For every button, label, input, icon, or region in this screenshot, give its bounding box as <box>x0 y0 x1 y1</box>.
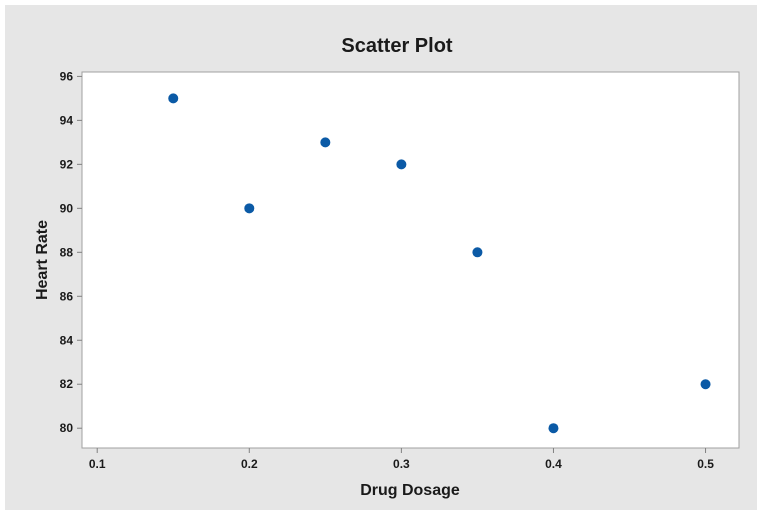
data-point <box>396 159 407 170</box>
data-point <box>472 247 483 258</box>
y-tick-label: 86 <box>60 289 74 303</box>
y-tick-label: 88 <box>60 245 74 259</box>
y-tick-label: 90 <box>60 201 74 215</box>
y-axis-title: Heart Rate <box>34 220 51 300</box>
chart-title: Scatter Plot <box>341 35 452 57</box>
x-tick-label: 0.5 <box>697 457 714 471</box>
y-tick-label: 94 <box>60 113 74 127</box>
data-point <box>320 137 331 148</box>
y-axis: 80 82 84 86 88 90 92 94 96 <box>60 69 82 435</box>
data-point <box>168 93 179 104</box>
x-tick-label: 0.4 <box>545 457 562 471</box>
data-point <box>244 203 255 214</box>
data-points <box>168 93 711 434</box>
data-point <box>548 423 559 434</box>
x-tick-label: 0.1 <box>89 457 106 471</box>
y-tick-label: 92 <box>60 157 74 171</box>
plot-area <box>81 71 740 449</box>
data-point <box>700 379 711 390</box>
y-tick-label: 96 <box>60 69 74 83</box>
x-axis: 0.1 0.2 0.3 0.4 0.5 <box>89 448 714 471</box>
y-tick-label: 84 <box>60 333 74 347</box>
x-axis-title: Drug Dosage <box>360 482 460 499</box>
x-tick-label: 0.3 <box>393 457 410 471</box>
y-tick-label: 82 <box>60 377 74 391</box>
x-tick-label: 0.2 <box>241 457 258 471</box>
y-tick-label: 80 <box>60 421 74 435</box>
